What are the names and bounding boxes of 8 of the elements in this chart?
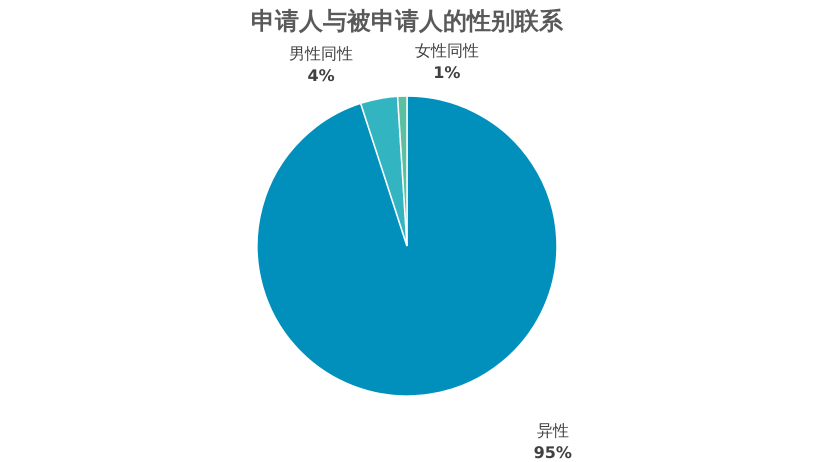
chart-title: 申请人与被申请人的性别联系	[251, 7, 564, 35]
slice-label: 男性同性	[289, 44, 354, 63]
data-label: 1%	[433, 63, 460, 82]
data-label: 4%	[307, 66, 335, 85]
slice-label: 异性	[536, 420, 569, 440]
data-label: 95%	[534, 442, 572, 462]
slice-label: 女性同性	[414, 41, 479, 60]
pie-slice	[256, 95, 558, 397]
